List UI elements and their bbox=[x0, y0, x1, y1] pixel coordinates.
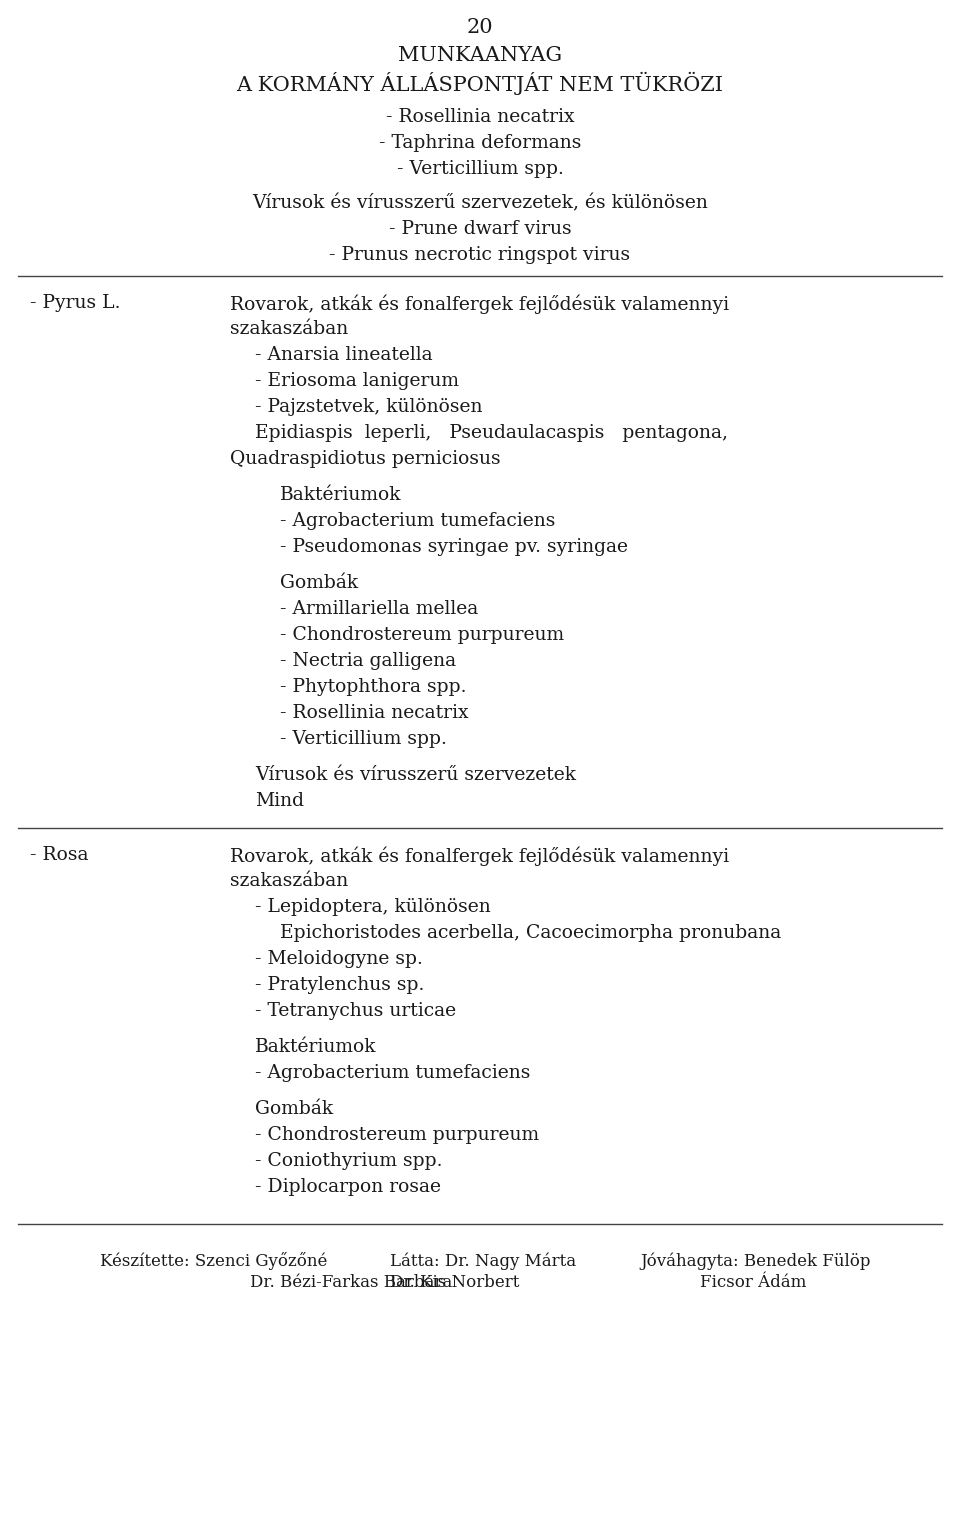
Text: Mind: Mind bbox=[255, 792, 304, 810]
Text: MUNKAANYAG: MUNKAANYAG bbox=[398, 46, 562, 65]
Text: - Diplocarpon rosae: - Diplocarpon rosae bbox=[255, 1178, 441, 1196]
Text: - Lepidoptera, különösen: - Lepidoptera, különösen bbox=[255, 898, 491, 917]
Text: Ficsor Ádám: Ficsor Ádám bbox=[700, 1274, 806, 1290]
Text: Dr. Kis Norbert: Dr. Kis Norbert bbox=[390, 1274, 519, 1290]
Text: - Verticillium spp.: - Verticillium spp. bbox=[280, 730, 446, 748]
Text: szakaszában: szakaszában bbox=[230, 872, 348, 891]
Text: - Chondrostereum purpureum: - Chondrostereum purpureum bbox=[255, 1126, 540, 1145]
Text: Vírusok és vírusszerű szervezetek, és különösen: Vírusok és vírusszerű szervezetek, és kü… bbox=[252, 195, 708, 213]
Text: - Tetranychus urticae: - Tetranychus urticae bbox=[255, 1002, 456, 1020]
Text: - Agrobacterium tumefaciens: - Agrobacterium tumefaciens bbox=[280, 512, 556, 530]
Text: - Pyrus L.: - Pyrus L. bbox=[30, 293, 121, 312]
Text: - Armillariella mellea: - Armillariella mellea bbox=[280, 600, 478, 619]
Text: - Anarsia lineatella: - Anarsia lineatella bbox=[255, 347, 433, 363]
Text: - Rosellinia necatrix: - Rosellinia necatrix bbox=[280, 704, 468, 722]
Text: A KORMÁNY ÁLLÁSPONTJÁT NEM TÜKRÖZI: A KORMÁNY ÁLLÁSPONTJÁT NEM TÜKRÖZI bbox=[236, 71, 724, 96]
Text: - Pratylenchus sp.: - Pratylenchus sp. bbox=[255, 976, 424, 994]
Text: - Chondrostereum purpureum: - Chondrostereum purpureum bbox=[280, 626, 564, 644]
Text: - Meloidogyne sp.: - Meloidogyne sp. bbox=[255, 950, 422, 968]
Text: szakaszában: szakaszában bbox=[230, 321, 348, 337]
Text: - Rosa: - Rosa bbox=[30, 847, 88, 863]
Text: - Pajzstetvek, különösen: - Pajzstetvek, különösen bbox=[255, 398, 483, 416]
Text: Rovarok, atkák és fonalfergek fejlődésük valamennyi: Rovarok, atkák és fonalfergek fejlődésük… bbox=[230, 293, 730, 313]
Text: Vírusok és vírusszerű szervezetek: Vírusok és vírusszerű szervezetek bbox=[255, 766, 576, 784]
Text: Rovarok, atkák és fonalfergek fejlődésük valamennyi: Rovarok, atkák és fonalfergek fejlődésük… bbox=[230, 847, 730, 865]
Text: 20: 20 bbox=[467, 18, 493, 36]
Text: - Agrobacterium tumefaciens: - Agrobacterium tumefaciens bbox=[255, 1064, 530, 1082]
Text: Készítette: Szenci Győzőné: Készítette: Szenci Győzőné bbox=[100, 1252, 327, 1271]
Text: Gombák: Gombák bbox=[255, 1100, 333, 1119]
Text: Baktériumok: Baktériumok bbox=[280, 486, 401, 505]
Text: Quadraspidiotus perniciosus: Quadraspidiotus perniciosus bbox=[230, 450, 500, 468]
Text: - Eriosoma lanigerum: - Eriosoma lanigerum bbox=[255, 372, 459, 391]
Text: - Rosellinia necatrix: - Rosellinia necatrix bbox=[386, 108, 574, 126]
Text: - Prunus necrotic ringspot virus: - Prunus necrotic ringspot virus bbox=[329, 246, 631, 264]
Text: - Nectria galligena: - Nectria galligena bbox=[280, 652, 456, 670]
Text: - Verticillium spp.: - Verticillium spp. bbox=[396, 160, 564, 178]
Text: Jóváhagyta: Benedek Fülöp: Jóváhagyta: Benedek Fülöp bbox=[640, 1252, 871, 1269]
Text: - Pseudomonas syringae pv. syringae: - Pseudomonas syringae pv. syringae bbox=[280, 538, 628, 556]
Text: Epidiaspis  leperli,   Pseudaulacaspis   pentagona,: Epidiaspis leperli, Pseudaulacaspis pent… bbox=[255, 424, 728, 442]
Text: Baktériumok: Baktériumok bbox=[255, 1038, 376, 1056]
Text: - Coniothyrium spp.: - Coniothyrium spp. bbox=[255, 1152, 443, 1170]
Text: Gombák: Gombák bbox=[280, 575, 358, 591]
Text: Epichoristodes acerbella, Cacoecimorpha pronubana: Epichoristodes acerbella, Cacoecimorpha … bbox=[280, 924, 781, 942]
Text: - Prune dwarf virus: - Prune dwarf virus bbox=[389, 220, 571, 239]
Text: - Taphrina deformans: - Taphrina deformans bbox=[379, 134, 581, 152]
Text: - Phytophthora spp.: - Phytophthora spp. bbox=[280, 678, 467, 696]
Text: Látta: Dr. Nagy Márta: Látta: Dr. Nagy Márta bbox=[390, 1252, 576, 1269]
Text: Dr. Bézi-Farkas Barbara: Dr. Bézi-Farkas Barbara bbox=[250, 1274, 452, 1290]
